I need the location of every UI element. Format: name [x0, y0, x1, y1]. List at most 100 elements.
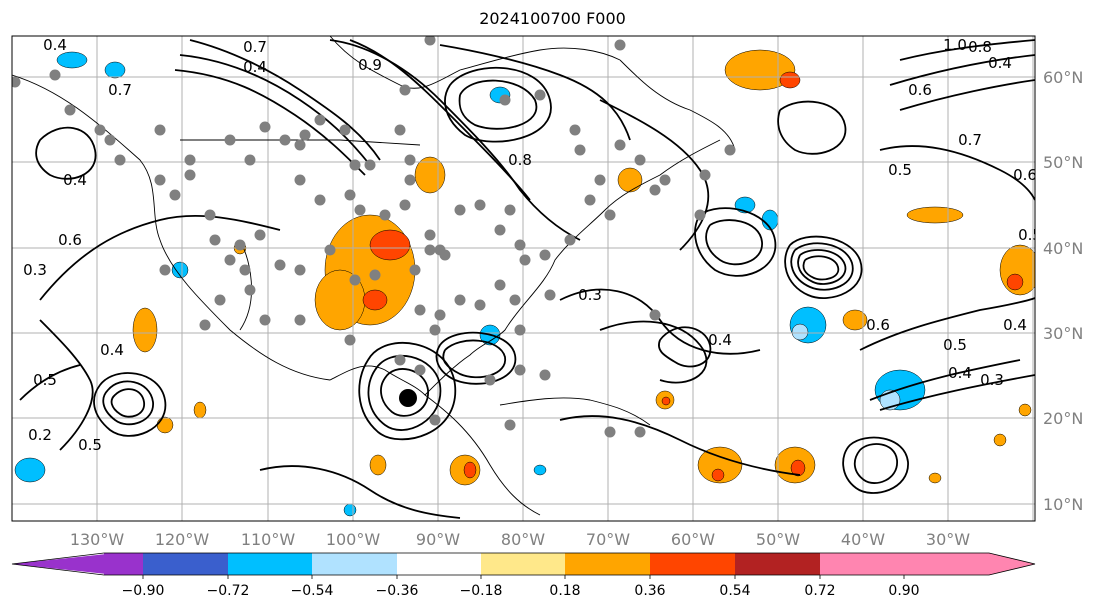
contour-line	[439, 44, 631, 141]
station-dot	[154, 124, 166, 136]
anomaly-patch	[993, 433, 1007, 447]
contour-line	[102, 380, 154, 426]
anomaly-patch	[842, 309, 868, 331]
station-dot	[294, 174, 306, 186]
contour-line	[93, 372, 167, 437]
station-dot	[204, 209, 216, 221]
contour-line	[174, 69, 366, 176]
anomaly-patch	[617, 167, 643, 193]
contour-line	[442, 339, 506, 379]
anomaly-patch	[661, 396, 671, 406]
longitude-label: 50°W	[756, 530, 800, 549]
contour-line	[110, 388, 145, 418]
station-dot	[474, 299, 486, 311]
latitude-label: 30°N	[1043, 324, 1083, 343]
station-dot	[314, 194, 326, 206]
colorbar-extend-low	[12, 553, 116, 575]
station-dot	[539, 249, 551, 261]
station-dot	[649, 184, 661, 196]
station-dot	[569, 124, 581, 136]
station-dot	[379, 209, 391, 221]
contour-line	[879, 145, 1035, 201]
colorbar-segment	[104, 553, 143, 575]
colorbar-segment	[312, 553, 397, 575]
contour-value-label: 1.0	[943, 36, 967, 54]
station-dot	[499, 94, 511, 106]
station-dot	[224, 134, 236, 146]
station-dot	[634, 154, 646, 166]
storm-center-marker	[399, 389, 417, 407]
contour-value-label: 0.5	[78, 436, 102, 454]
colorbar-tick-label: −0.18	[460, 583, 503, 599]
contour-line	[784, 235, 863, 299]
colorbar-tick-label: 0.72	[804, 583, 835, 599]
station-dot	[514, 364, 526, 376]
station-dot	[259, 314, 271, 326]
anomaly-patch	[779, 71, 801, 89]
anomaly-patch	[156, 416, 174, 434]
map-frame	[11, 35, 1036, 522]
contour-value-label: 0.9	[358, 56, 382, 74]
station-dot	[339, 124, 351, 136]
station-dot	[279, 134, 291, 146]
anomaly-patch	[463, 461, 477, 479]
contour-line	[349, 39, 531, 201]
colorbar-segment	[565, 553, 650, 575]
anomaly-patch	[697, 446, 743, 484]
latitude-labels: 60°N 50°N 40°N 30°N 20°N 10°N	[1043, 68, 1083, 514]
station-dot	[434, 309, 446, 321]
anomaly-patch	[369, 454, 387, 476]
contour-line	[790, 242, 854, 291]
colorbar-tick-label: −0.90	[122, 583, 165, 599]
colorbar-segment	[735, 553, 820, 575]
station-dot	[244, 284, 256, 296]
station-dot	[439, 249, 451, 261]
colorbar-tick-label: 0.90	[888, 583, 919, 599]
colorbar-segment	[904, 553, 989, 575]
colorbar-tick-label: 0.54	[719, 583, 750, 599]
station-markers	[12, 36, 736, 438]
station-dot	[159, 264, 171, 276]
anomaly-patch	[533, 464, 547, 476]
station-dot	[64, 104, 76, 116]
station-dot	[509, 294, 521, 306]
contour-value-label: 0.5	[888, 161, 912, 179]
station-dot	[294, 139, 306, 151]
station-dot	[504, 204, 516, 216]
contour-line	[599, 320, 708, 384]
anomaly-patch	[56, 51, 88, 69]
colorbar-segment	[820, 553, 904, 575]
contour-line	[458, 79, 538, 130]
contour-value-labels: 0.4 0.70.4 0.90.81.0 0.80.60.40.70.5 0.60.70…	[23, 36, 1035, 454]
contour-lines	[19, 39, 1035, 519]
station-dot	[169, 189, 181, 201]
anomaly-patch	[132, 307, 158, 353]
colorbar-segment	[481, 553, 565, 575]
latitude-label: 50°N	[1043, 153, 1083, 172]
station-dot	[404, 154, 416, 166]
station-dot	[94, 124, 106, 136]
contour-value-label: 0.8	[508, 151, 532, 169]
contour-value-label: 0.5	[33, 371, 57, 389]
station-dot	[429, 324, 441, 336]
contour-line	[889, 54, 1035, 86]
colorbar-outline	[11, 552, 1036, 576]
contour-line	[705, 219, 763, 266]
station-dot	[514, 324, 526, 336]
station-dot	[634, 426, 646, 438]
contour-line	[435, 331, 517, 385]
colorbar-tick-label: 0.36	[634, 583, 665, 599]
station-dot	[214, 294, 226, 306]
station-dot	[364, 159, 376, 171]
contour-value-label: 0.4	[43, 36, 67, 54]
contour-value-label: 0.4	[988, 54, 1012, 72]
contour-value-label: 0.4	[708, 331, 732, 349]
longitude-label: 90°W	[416, 530, 460, 549]
contour-line	[444, 66, 552, 143]
colorbar-tick-label: 0.18	[549, 583, 580, 599]
station-dot	[199, 319, 211, 331]
latitude-label: 40°N	[1043, 239, 1083, 258]
station-dot	[424, 36, 436, 46]
contour-value-label: 0.5	[943, 336, 967, 354]
station-dot	[429, 414, 441, 426]
